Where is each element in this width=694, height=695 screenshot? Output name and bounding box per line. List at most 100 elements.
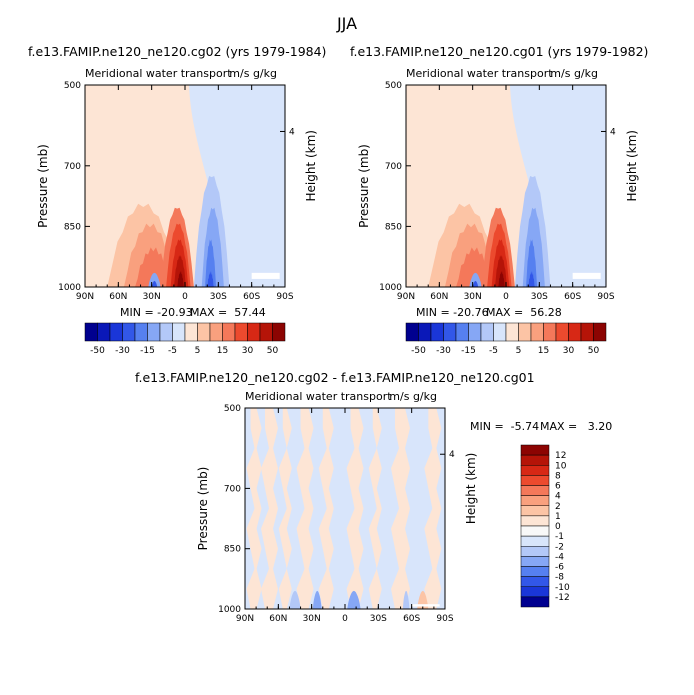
diff-positive-streak-2 (261, 408, 278, 609)
panel2-axes: 90N 60N 30N 0 30S 60S 90S 500 700 850 1000 4 Pressur… (357, 67, 639, 302)
panel1-x-tick-label: 90N (76, 292, 94, 302)
diff-surface-feature-2 (312, 590, 322, 609)
diff-positive-streak-6 (346, 408, 364, 609)
panel1-colorbar-label: -50 (90, 346, 105, 356)
panel3-colorbar-swatch (520, 515, 550, 527)
panel2-x-tick-label: 90S (597, 292, 614, 302)
panel3-y2label: Height (km) (464, 453, 478, 524)
panel3-colorbar-label: 6 (555, 482, 561, 492)
panel3-x-tick-label: 60N (269, 614, 287, 624)
panel1-colorbar-swatch (147, 322, 161, 342)
panel2-x-tick-label: 90N (397, 292, 415, 302)
panel1-colorbar-swatch (172, 322, 186, 342)
panel3-colorbar-swatch (520, 556, 550, 567)
panel3-field (245, 408, 445, 609)
contour-core-5 (498, 271, 505, 287)
panel3-y-tick-label: 500 (224, 404, 241, 414)
panel3-subtitle-left: Meridional water transport (245, 390, 392, 403)
panel3-colorbar-label: -2 (555, 542, 564, 552)
panel2-x-tick-label: 0 (503, 292, 509, 302)
panel1-colorbar-label: -5 (168, 346, 177, 356)
panel2-min-label: MIN = -20.76 (416, 306, 489, 319)
panel3-colorbar-swatch (520, 454, 550, 466)
panel1-min-label: MIN = -20.93 (120, 306, 193, 319)
panel2-colorbar-label: 15 (538, 346, 549, 356)
contour-core-5 (177, 271, 184, 287)
panel3-min-label: MIN = -5.74 (470, 420, 540, 433)
contour-south-4 (207, 271, 214, 287)
panel2-colorbar-swatch (580, 322, 594, 342)
panel2-subtitle-left: Meridional water transport (406, 67, 553, 80)
panel1-colorbar-swatch (109, 322, 123, 342)
panel2-x-tick-label: 30S (531, 292, 548, 302)
panel2-colorbar-swatch (468, 322, 482, 342)
panel3-colorbar-label: -6 (555, 563, 564, 573)
panel2-colorbar-swatch (405, 322, 419, 342)
panel2-colorbar-swatch (530, 322, 544, 342)
panel3-y-tick-label: 1000 (218, 605, 241, 615)
panel2-y-tick-label: 700 (385, 162, 402, 172)
panel2-colorbar-swatch (418, 322, 432, 342)
panel3-max-label: MAX = 3.20 (540, 420, 613, 433)
panel3-colorbar-swatch (520, 505, 550, 517)
panel3-colorbar-swatch (520, 546, 550, 557)
diff-positive-streak-9 (424, 408, 442, 609)
panel3-colorbar-swatch (520, 485, 550, 496)
diff-surface-feature-5 (402, 590, 410, 609)
panel1-subtitle-right: m/s g/kg (229, 67, 277, 80)
panel3-colorbar-label: 0 (555, 522, 561, 532)
panel1-axes: 90N 60N 30N 0 30S 60S 90S 500 700 850 1000 4 Pressur… (36, 67, 318, 302)
panel1-colorbar-label: 15 (217, 346, 228, 356)
panel2-colorbar-label: 30 (563, 346, 575, 356)
panel2-max-label: MAX = 56.28 (486, 306, 562, 319)
panel1-y2label: Height (km) (304, 130, 318, 201)
panel3-colorbar-swatch (520, 495, 550, 506)
panel1-y-tick-label: 850 (64, 222, 81, 232)
panel1-colorbar-swatch (197, 322, 211, 342)
diff-positive-streak-8 (391, 408, 410, 609)
panel1-colorbar-swatch (159, 322, 173, 342)
panel2-colorbar-label: -5 (489, 346, 498, 356)
panel2-colorbar-label: 5 (516, 346, 522, 356)
panel2-colorbar-swatch (505, 322, 519, 342)
panel3-colorbar-label: -10 (555, 583, 570, 593)
diff-positive-streak-4 (296, 408, 314, 609)
panel1-max-label: MAX = 57.44 (190, 306, 266, 319)
panel1-colorbar-swatch (247, 322, 261, 342)
panel3-colorbar-swatch (520, 475, 550, 486)
panel3-x-tick-label: 30S (370, 614, 387, 624)
panel2-colorbar-swatch (493, 322, 507, 342)
panel3-x-tick-label: 90S (436, 614, 453, 624)
panel3-y-tick-label: 700 (224, 484, 241, 494)
diff-background (245, 408, 445, 609)
diff-surface-feature-3 (289, 590, 301, 609)
panel1-y-tick-label: 700 (64, 162, 81, 172)
panel3-y2-tick-label: 4 (449, 450, 455, 460)
panel3-colorbar-label: 1 (555, 512, 561, 522)
panel3-x-tick-label: 0 (342, 614, 348, 624)
contour-south-4 (528, 271, 535, 287)
panel3-colorbar-label: 10 (555, 461, 567, 471)
panel1-subtitle-left: Meridional water transport (85, 67, 232, 80)
panel2-colorbar-swatch (455, 322, 469, 342)
panel1-colorbar-label: -30 (115, 346, 130, 356)
panel1-field (85, 85, 285, 287)
panel2-colorbar-swatch (518, 322, 532, 342)
panel2-x-tick-label: 60N (430, 292, 448, 302)
panel2-ylabel: Pressure (mb) (357, 144, 371, 228)
panel1-colorbar-swatch (122, 322, 136, 342)
panel1-colorbar-swatch (97, 322, 111, 342)
panel3-colorbar-swatch (520, 566, 550, 577)
panel2-colorbar-swatch (568, 322, 582, 342)
panel3-colorbar-swatch (520, 596, 550, 608)
panel1-colorbar-label: 30 (242, 346, 254, 356)
panel2-colorbar-swatch (593, 322, 607, 342)
panel2-y-tick-label: 1000 (379, 283, 402, 293)
panel3-colorbar-swatch (520, 525, 550, 537)
panel3-colorbar-label: -8 (555, 573, 564, 583)
panel1-colorbar-swatch (272, 322, 286, 342)
panel2-field (406, 85, 606, 287)
panel1-x-tick-label: 0 (182, 292, 188, 302)
diff-surface-feature-1 (347, 590, 361, 609)
